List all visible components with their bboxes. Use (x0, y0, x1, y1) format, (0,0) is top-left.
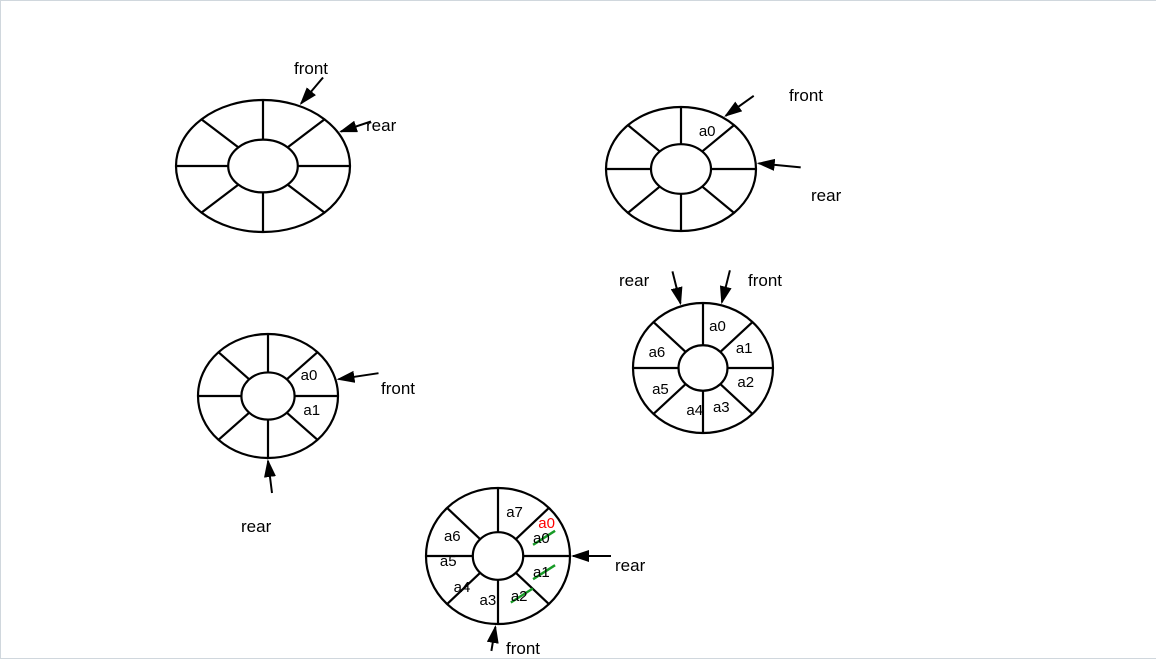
cell-label: a0 (301, 367, 318, 384)
diagram-canvas: front rear a0 front rear a0 a1 front rear a0 a1 a2 a… (0, 0, 1156, 659)
pointer-arrow (339, 373, 379, 379)
cell-label: a3 (480, 592, 497, 609)
pointer-arrow (268, 461, 272, 493)
pointer-label: front (381, 379, 415, 399)
cell-label: a1 (533, 564, 550, 581)
cell-label: a3 (713, 399, 730, 416)
pointer-label: rear (366, 116, 396, 136)
cell-label: a2 (737, 374, 754, 391)
pointer-arrow (722, 270, 730, 302)
cell-label: a6 (649, 344, 666, 361)
cell-label: a0 (699, 123, 716, 140)
cell-label: a4 (686, 402, 703, 419)
ring-a0a1-left (198, 334, 338, 458)
diagram-svg (1, 1, 1156, 658)
pointer-arrow (672, 271, 680, 303)
ring-empty-left (176, 100, 350, 232)
cell-label: a1 (303, 402, 320, 419)
pointer-arrow (301, 77, 323, 103)
cell-label: a2 (511, 588, 528, 605)
pointer-arrow (726, 96, 754, 116)
cell-label: a1 (736, 340, 753, 357)
pointer-label: rear (619, 271, 649, 291)
cell-label: a5 (440, 553, 457, 570)
pointer-label: front (506, 639, 540, 659)
pointer-arrow (759, 163, 801, 167)
pointer-label: front (789, 86, 823, 106)
cell-label: a7 (506, 504, 523, 521)
pointer-label: front (748, 271, 782, 291)
cell-label: a5 (652, 381, 669, 398)
pointer-label: rear (811, 186, 841, 206)
overwrite-label: a0 (538, 515, 555, 532)
cell-label: a0 (709, 318, 726, 335)
ring-a0-right (606, 107, 756, 231)
pointer-arrow (491, 627, 495, 651)
pointer-label: front (294, 59, 328, 79)
cell-label: a0 (533, 530, 550, 547)
cell-label: a6 (444, 528, 461, 545)
cell-label: a4 (454, 579, 471, 596)
pointer-label: rear (241, 517, 271, 537)
pointer-label: rear (615, 556, 645, 576)
